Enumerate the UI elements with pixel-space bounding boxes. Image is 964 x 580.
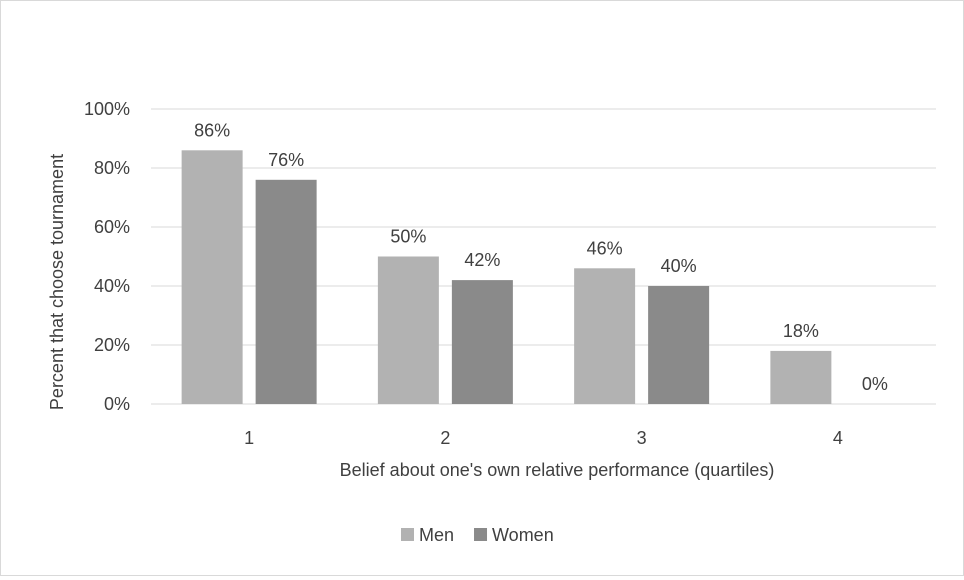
x-tick-label: 4 xyxy=(833,428,843,448)
bar-men-4 xyxy=(770,350,832,404)
y-tick-label: 40% xyxy=(94,276,130,296)
legend: Men Women xyxy=(401,525,554,545)
bar-men-1 xyxy=(181,150,243,404)
data-label: 86% xyxy=(194,120,230,140)
x-tick-label: 2 xyxy=(440,428,450,448)
legend-label-men: Men xyxy=(419,525,454,545)
y-tick-label: 80% xyxy=(94,158,130,178)
x-tick-label: 1 xyxy=(244,428,254,448)
x-axis-ticks: 1 2 3 4 xyxy=(244,428,843,448)
y-tick-label: 20% xyxy=(94,335,130,355)
data-label: 18% xyxy=(783,321,819,341)
bar-women-2 xyxy=(451,280,513,404)
data-label: 46% xyxy=(587,238,623,258)
legend-swatch-men xyxy=(401,528,414,541)
data-label: 40% xyxy=(661,256,697,276)
bars xyxy=(181,150,832,404)
bar-men-2 xyxy=(377,256,439,404)
legend-label-women: Women xyxy=(492,525,554,545)
bar-women-1 xyxy=(255,179,317,404)
data-label: 42% xyxy=(464,250,500,270)
data-labels: 86% 76% 50% 42% 46% 40% 18% 0% xyxy=(194,120,888,394)
bar-women-3 xyxy=(648,286,710,404)
y-tick-label: 0% xyxy=(104,394,130,414)
data-label: 50% xyxy=(390,227,426,247)
bar-men-3 xyxy=(574,268,636,404)
y-tick-label: 100% xyxy=(84,99,130,119)
x-axis-title: Belief about one's own relative performa… xyxy=(340,460,775,480)
data-label: 76% xyxy=(268,150,304,170)
y-tick-label: 60% xyxy=(94,217,130,237)
x-tick-label: 3 xyxy=(637,428,647,448)
y-axis-title: Percent that choose tournament xyxy=(47,154,67,410)
legend-swatch-women xyxy=(474,528,488,541)
data-label: 0% xyxy=(862,374,888,394)
y-axis-ticks: 0% 20% 40% 60% 80% 100% xyxy=(84,99,130,414)
